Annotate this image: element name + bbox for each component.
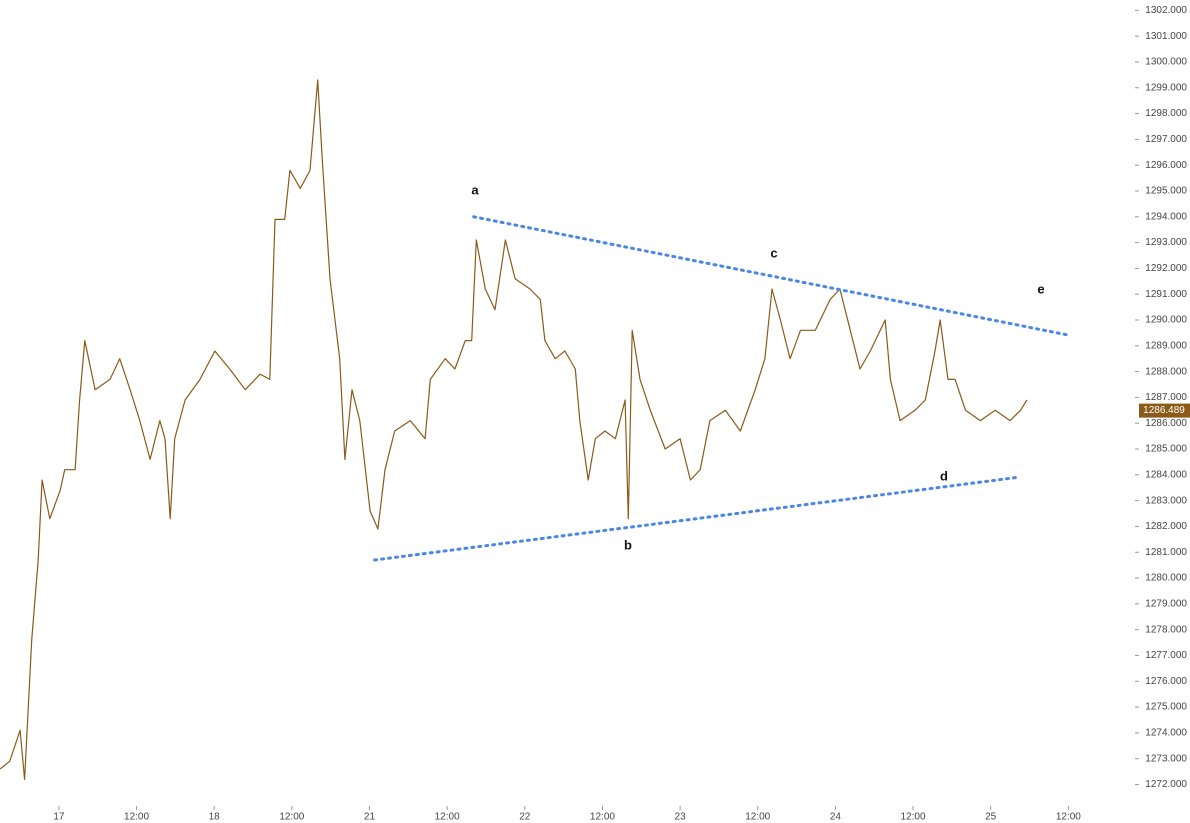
y-tick-label: 1301.000 — [1145, 31, 1187, 42]
y-tick-label: 1283.000 — [1145, 495, 1187, 506]
trendline — [373, 475, 1019, 562]
y-tick-label: 1289.000 — [1145, 340, 1187, 351]
y-tick-label: 1287.000 — [1145, 392, 1187, 403]
y-tick-label: 1278.000 — [1145, 624, 1187, 635]
x-tick-label: 12:00 — [901, 812, 926, 823]
y-tick-label: 1291.000 — [1145, 289, 1187, 300]
x-tick-label: 24 — [830, 812, 842, 823]
y-tick-label: 1280.000 — [1145, 573, 1187, 584]
wave-label: a — [471, 182, 479, 197]
wave-label: c — [770, 245, 777, 260]
wave-label: b — [624, 537, 632, 552]
y-tick-label: 1276.000 — [1145, 676, 1187, 687]
y-tick-label: 1302.000 — [1145, 5, 1187, 16]
y-tick-label: 1279.000 — [1145, 599, 1187, 610]
x-tick-label: 12:00 — [745, 812, 770, 823]
y-tick-label: 1281.000 — [1145, 547, 1187, 558]
x-tick-label: 18 — [209, 812, 221, 823]
x-tick-label: 12:00 — [590, 812, 615, 823]
trendline — [472, 215, 1072, 337]
x-tick-label: 12:00 — [124, 812, 149, 823]
x-tick-label: 23 — [675, 812, 687, 823]
x-tick-label: 12:00 — [435, 812, 460, 823]
y-tick-label: 1274.000 — [1145, 728, 1187, 739]
y-tick-label: 1293.000 — [1145, 237, 1187, 248]
wave-label: e — [1037, 281, 1044, 296]
y-tick-label: 1285.000 — [1145, 444, 1187, 455]
x-tick-label: 17 — [53, 812, 65, 823]
y-tick-label: 1277.000 — [1145, 650, 1187, 661]
last-price-box — [1139, 403, 1190, 418]
y-tick-label: 1290.000 — [1145, 315, 1187, 326]
price-line — [0, 79, 1028, 780]
y-tick-label: 1286.000 — [1145, 418, 1187, 429]
y-tick-label: 1273.000 — [1145, 753, 1187, 764]
x-tick-label: 25 — [985, 812, 997, 823]
y-tick-label: 1295.000 — [1145, 186, 1187, 197]
y-tick-label: 1294.000 — [1145, 211, 1187, 222]
x-tick-label: 22 — [519, 812, 531, 823]
y-tick-label: 1284.000 — [1145, 469, 1187, 480]
y-tick-label: 1297.000 — [1145, 134, 1187, 145]
x-tick-label: 12:00 — [279, 812, 304, 823]
x-tick-label: 21 — [364, 812, 376, 823]
y-tick-label: 1275.000 — [1145, 702, 1187, 713]
y-tick-label: 1282.000 — [1145, 521, 1187, 532]
y-tick-label: 1296.000 — [1145, 160, 1187, 171]
x-tick-label: 12:00 — [1056, 812, 1081, 823]
y-tick-label: 1300.000 — [1145, 57, 1187, 68]
y-tick-label: 1299.000 — [1145, 82, 1187, 93]
wave-label: d — [940, 468, 948, 483]
last-price-label: 1286.489 — [1143, 405, 1185, 416]
y-tick-label: 1288.000 — [1145, 366, 1187, 377]
y-tick-label: 1272.000 — [1145, 779, 1187, 790]
y-tick-label: 1292.000 — [1145, 263, 1187, 274]
y-tick-label: 1298.000 — [1145, 108, 1187, 119]
